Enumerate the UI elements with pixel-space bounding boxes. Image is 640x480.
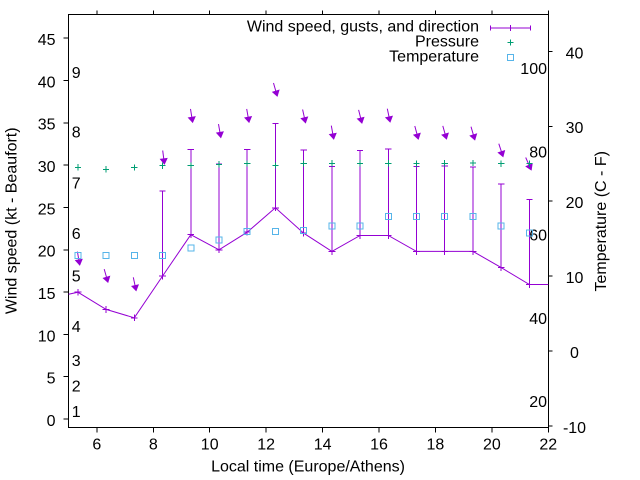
svg-text:8: 8 (149, 437, 158, 454)
svg-text:0: 0 (47, 413, 56, 430)
svg-text:20: 20 (529, 394, 547, 411)
svg-text:60: 60 (529, 228, 547, 245)
svg-text:10: 10 (566, 270, 584, 287)
svg-text:3: 3 (72, 353, 81, 370)
svg-text:30: 30 (38, 159, 56, 176)
svg-text:8: 8 (72, 125, 81, 142)
svg-text:4: 4 (72, 319, 81, 336)
svg-text:25: 25 (38, 201, 56, 218)
svg-text:7: 7 (72, 175, 81, 192)
svg-text:30: 30 (566, 120, 584, 137)
svg-text:40: 40 (566, 45, 584, 62)
svg-text:100: 100 (520, 61, 547, 78)
svg-text:0: 0 (570, 345, 579, 362)
svg-text:10: 10 (38, 328, 56, 345)
svg-text:5: 5 (47, 371, 56, 388)
svg-text:16: 16 (370, 437, 388, 454)
svg-text:20: 20 (38, 244, 56, 261)
svg-text:20: 20 (483, 437, 501, 454)
svg-text:6: 6 (72, 226, 81, 243)
svg-text:15: 15 (38, 286, 56, 303)
svg-text:1: 1 (72, 404, 81, 421)
svg-text:35: 35 (38, 117, 56, 134)
svg-text:14: 14 (314, 437, 332, 454)
svg-text:Wind speed, gusts, and directi: Wind speed, gusts, and direction (247, 18, 479, 35)
svg-text:Temperature (C - F): Temperature (C - F) (593, 151, 610, 291)
svg-text:5: 5 (72, 268, 81, 285)
svg-text:2: 2 (72, 378, 81, 395)
svg-text:12: 12 (257, 437, 275, 454)
svg-text:22: 22 (539, 437, 557, 454)
svg-text:10: 10 (201, 437, 219, 454)
svg-text:40: 40 (38, 74, 56, 91)
svg-text:80: 80 (529, 145, 547, 162)
svg-text:40: 40 (529, 311, 547, 328)
svg-text:Temperature: Temperature (389, 49, 479, 66)
svg-text:Pressure: Pressure (415, 34, 479, 51)
svg-text:20: 20 (566, 195, 584, 212)
svg-text:Local time (Europe/Athens): Local time (Europe/Athens) (211, 459, 405, 476)
svg-text:18: 18 (427, 437, 445, 454)
svg-text:45: 45 (38, 32, 56, 49)
svg-text:Wind speed (kt - Beaufort): Wind speed (kt - Beaufort) (4, 127, 21, 314)
svg-text:6: 6 (92, 437, 101, 454)
svg-text:9: 9 (72, 65, 81, 82)
svg-text:-10: -10 (563, 420, 586, 437)
